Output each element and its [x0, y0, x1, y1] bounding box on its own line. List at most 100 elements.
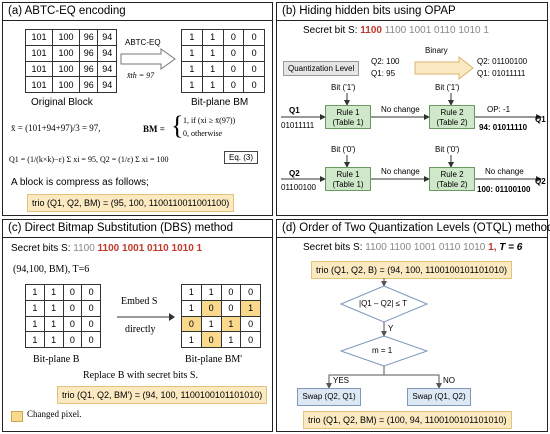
bit-cell: 0	[222, 44, 245, 62]
bit-cell: 1	[181, 29, 203, 46]
embed-label-bottom: directly	[125, 324, 156, 335]
eq-label: Eq. (3)	[224, 151, 259, 164]
quantization-level-box: Quantization Level	[283, 61, 360, 76]
trio-output: trio (Q1, Q2, BM) = (100, 94, 1100100101…	[303, 411, 512, 429]
binary-label: Binary	[425, 46, 448, 55]
pixel-cell: 96	[78, 29, 99, 46]
pixel-cell: 100	[51, 44, 80, 62]
bit-cell: 1	[200, 284, 222, 301]
bit-cell: 1	[181, 76, 203, 93]
pixel-cell: 101	[25, 44, 53, 62]
bit-cell: 1	[25, 299, 45, 317]
q1-binary: Q1: 01011111	[477, 69, 526, 78]
q1-input-label: Q1	[289, 106, 300, 115]
secret-bits-line: Secret bits S: 1100 1100 1001 0110 1010 …	[303, 242, 522, 253]
embed-label-top: Embed S	[121, 296, 158, 307]
panel-title: (a) ABTC-EQ encoding	[3, 3, 272, 21]
pixel-cell: 94	[97, 44, 117, 62]
bit-cell: 1	[181, 299, 202, 317]
pixel-cell: 100	[51, 76, 80, 93]
pixel-cell: 94	[97, 60, 117, 78]
bit0-label-b: Bit ('0')	[435, 145, 460, 154]
bit-cell: 0	[222, 60, 245, 78]
secret-bits-highlight: 1100	[360, 25, 382, 36]
q2-decimal: Q2: 100	[371, 57, 400, 66]
rule1-box-top: Rule 1 (Table 1)	[325, 105, 371, 129]
q2-binary: Q2: 01100100	[477, 57, 528, 66]
bit-cell: 0	[62, 315, 83, 333]
yes-branch-y: Y	[388, 324, 394, 333]
pixel-cell: 100	[51, 29, 80, 46]
threshold-label: T = 6	[499, 242, 523, 253]
bit-cell: 0	[240, 284, 261, 301]
pixel-cell: 101	[25, 76, 53, 93]
bm-equation-lhs: BM =	[143, 124, 165, 134]
condition1-text: |Q1 – Q2| ≤ T	[359, 299, 407, 308]
bit-cell: 1	[201, 60, 224, 78]
bit-cell: 1	[201, 76, 224, 93]
table2-label: (Table 2)	[436, 118, 468, 127]
bit-cell: 0	[220, 299, 242, 317]
bitplane-bm-label: Bit-plane BM'	[185, 354, 243, 365]
legend-text: Changed pixel.	[27, 409, 82, 419]
bit-cell: 0	[81, 299, 101, 317]
secret-bits-used: 1100 1100 1001 0110 1010	[365, 242, 486, 253]
grid-row: 101 100 96 94	[25, 29, 117, 46]
dbs-params: (94,100, BM), T=6	[13, 264, 90, 275]
pixel-cell: 101	[25, 60, 53, 78]
no-change-label-b: No change	[381, 167, 420, 176]
panel-otql: (d) Order of Two Quantization Levels (OT…	[276, 219, 550, 432]
bit-cell: 1	[220, 315, 242, 333]
bit0-label-a: Bit ('0')	[331, 145, 356, 154]
bit-cell: 1	[43, 299, 64, 317]
q1-output-label: Q1	[535, 115, 546, 124]
secret-label: Secret bits S:	[11, 243, 71, 254]
panel-dbs: (c) Direct Bitmap Substitution (DBS) met…	[2, 219, 273, 432]
bit-cell: 1	[43, 315, 64, 333]
binary-arrow	[414, 55, 474, 81]
bm-brace: {	[171, 111, 184, 140]
rule2-label: Rule 2	[440, 170, 464, 179]
trio-result: trio (Q1, Q2, BM) = (95, 100, 1100110011…	[27, 194, 235, 212]
grid-row: 101 100 96 94	[25, 76, 117, 93]
bit-cell: 1	[201, 29, 224, 46]
bit-cell: 0	[243, 44, 265, 62]
arrow-label-top: ABTC-EQ	[125, 38, 161, 47]
q1-input-value: 01011111	[281, 121, 315, 130]
pixel-cell: 100	[51, 60, 80, 78]
bit-cell: 0	[62, 331, 83, 348]
table2-label: (Table 2)	[436, 180, 468, 189]
rule1-label: Rule 1	[336, 170, 360, 179]
q2-input-label: Q2	[289, 169, 300, 178]
pixel-cell: 96	[78, 76, 99, 93]
rule2-label: Rule 2	[440, 108, 464, 117]
bit-cell: 0	[81, 315, 101, 333]
pixel-cell: 101	[25, 29, 53, 46]
no-change-label-c: No change	[485, 167, 524, 176]
bit1-label-b: Bit ('1')	[435, 83, 460, 92]
bit-cell: 1	[181, 60, 203, 78]
compress-text: A block is compress as follows;	[11, 177, 149, 188]
pixel-cell: 96	[78, 44, 99, 62]
grid-row: 101 100 96 94	[25, 60, 117, 78]
bit-cell: 1	[43, 284, 64, 301]
bit-cell: 0	[200, 299, 222, 317]
bit-cell: 1	[201, 44, 224, 62]
changed-pixel-swatch	[11, 411, 23, 422]
q2-input-value: 01100100	[281, 183, 316, 192]
rule1-box-bottom: Rule 1 (Table 1)	[325, 167, 371, 191]
secret-bits-line: Secret bits S: 1100 1100 1001 0110 1010 …	[11, 243, 202, 254]
trio-input: trio (Q1, Q2, B) = (94, 100, 11001001011…	[311, 261, 513, 279]
rule2-box-top: Rule 2 (Table 2)	[429, 105, 475, 129]
bit-cell: 0	[81, 284, 101, 301]
secret-bits-line: Secret bit S: 1100 1100 1001 0110 1010 1	[303, 25, 489, 36]
embed-arrow	[117, 313, 175, 321]
